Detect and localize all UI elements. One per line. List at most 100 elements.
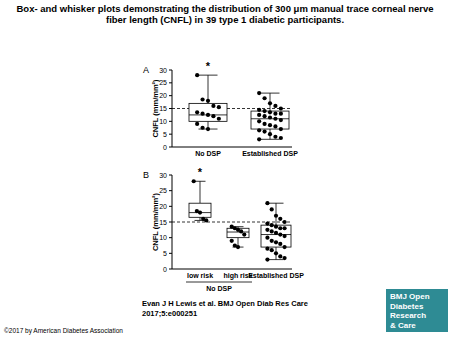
data-point <box>257 108 261 112</box>
marks <box>172 73 292 141</box>
data-point <box>274 240 278 244</box>
y-tick <box>169 82 172 83</box>
group-label: No DSP <box>206 285 232 292</box>
box <box>189 103 227 121</box>
data-point <box>195 122 199 126</box>
x-axis <box>172 147 292 148</box>
data-point <box>270 248 274 252</box>
logo-text: Research <box>390 311 426 320</box>
data-point <box>230 239 234 243</box>
logo-text: & Care <box>390 321 416 330</box>
y-tick <box>169 190 172 191</box>
data-point <box>206 127 210 131</box>
category-label: Established DSP <box>248 272 304 279</box>
whisker-cap <box>269 259 284 260</box>
y-tick <box>169 175 172 176</box>
y-tick <box>169 121 172 122</box>
data-point <box>273 124 277 128</box>
category-label: low risk <box>187 272 213 279</box>
data-point <box>278 226 282 230</box>
y-tick <box>169 95 172 96</box>
data-point <box>257 128 261 132</box>
data-point <box>265 236 269 240</box>
data-point <box>282 245 286 249</box>
y-tick-label: 10 <box>159 234 167 241</box>
data-point <box>279 127 283 131</box>
data-point <box>200 126 204 130</box>
data-point <box>279 118 283 122</box>
data-point <box>195 73 199 77</box>
panel-label: B <box>143 170 149 180</box>
y-tick-label: 15 <box>159 105 167 112</box>
data-point <box>198 211 202 215</box>
data-point <box>270 239 274 243</box>
copyright: ©2017 by American Diabetes Association <box>4 327 123 335</box>
data-point <box>278 217 282 221</box>
y-tick-label: 5 <box>163 131 167 138</box>
data-point <box>217 105 221 109</box>
citation: 2017;5:e000251 <box>142 309 197 318</box>
data-point <box>262 114 266 118</box>
group-bracket <box>186 282 252 283</box>
logo-box <box>386 289 448 332</box>
figure-title: Box- and whisker plots demonstrating the… <box>16 3 433 14</box>
box <box>251 111 289 129</box>
data-point <box>265 221 269 225</box>
figure-title: fiber length (CNFL) in 39 type 1 diabeti… <box>106 14 344 25</box>
data-point <box>265 247 269 251</box>
data-point <box>268 132 272 136</box>
data-point <box>273 135 277 139</box>
y-tick-label: 20 <box>159 203 167 210</box>
figure: Box- and whisker plots demonstrating the… <box>0 0 450 338</box>
whisker-cap <box>261 139 280 140</box>
data-point <box>200 112 204 116</box>
box <box>227 228 249 237</box>
citation: Evan J H Lewis et al. BMJ Open Diab Res … <box>142 299 308 308</box>
data-point <box>279 136 283 140</box>
data-point <box>239 229 243 233</box>
data-point <box>278 232 282 236</box>
data-point <box>211 114 215 118</box>
y-tick <box>169 134 172 135</box>
data-point <box>262 130 266 134</box>
whisker-cap <box>269 203 284 204</box>
data-point <box>192 179 196 183</box>
panel-label: A <box>143 65 149 75</box>
y-tick <box>169 253 172 254</box>
y-tick-label: 0 <box>163 266 167 273</box>
y-tick-label: 30 <box>159 172 167 179</box>
data-point <box>273 117 277 121</box>
panel: ACNFL (mm/mm²)051015202530No DSPEstablis… <box>143 60 298 157</box>
y-tick <box>169 269 172 270</box>
y-tick-label: 30 <box>159 67 167 74</box>
data-point <box>262 96 266 100</box>
data-point <box>270 223 274 227</box>
data-point <box>257 113 261 117</box>
data-point <box>282 220 286 224</box>
data-point <box>206 99 210 103</box>
y-tick-label: 15 <box>159 219 167 226</box>
whisker <box>200 181 201 203</box>
data-point <box>282 234 286 238</box>
y-tick <box>169 70 172 71</box>
data-point <box>278 242 282 246</box>
data-point <box>242 232 246 236</box>
data-point <box>262 122 266 126</box>
data-point <box>270 229 274 233</box>
category-label: Established DSP <box>242 150 298 157</box>
data-point <box>257 91 261 95</box>
y-tick-label: 10 <box>159 118 167 125</box>
data-point <box>257 119 261 123</box>
whisker-cap <box>199 75 218 76</box>
y-tick <box>169 237 172 238</box>
data-point <box>274 214 278 218</box>
data-point <box>279 106 283 110</box>
data-point <box>268 123 272 127</box>
data-point <box>278 254 282 258</box>
annotation: * <box>198 166 203 178</box>
data-point <box>282 256 286 260</box>
y-tick-label: 0 <box>163 144 167 151</box>
whisker <box>200 217 201 220</box>
logo-text: Diabetes <box>390 302 424 311</box>
box <box>261 225 291 247</box>
